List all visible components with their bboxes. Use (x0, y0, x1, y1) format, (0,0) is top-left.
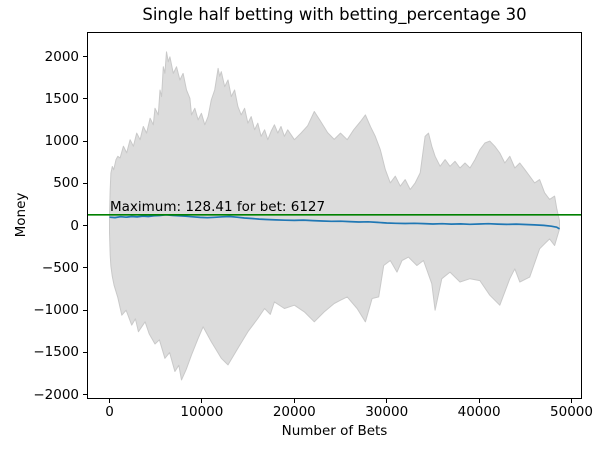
y-tick-label: −1000 (33, 302, 79, 319)
y-tick-label: 0 (70, 217, 79, 234)
x-tick-label: 40000 (457, 404, 501, 420)
y-tick-mark (83, 394, 87, 396)
x-tick-mark (109, 399, 110, 403)
y-tick-mark (83, 98, 87, 100)
y-tick-label: 2000 (44, 48, 79, 65)
y-tick-label: 1000 (44, 133, 79, 150)
y-tick-mark (83, 56, 87, 58)
x-tick-mark (571, 399, 572, 403)
y-tick-mark (83, 267, 87, 269)
x-tick-label: 50000 (550, 404, 593, 420)
plot-canvas (88, 51, 581, 381)
x-tick-mark (478, 399, 480, 403)
y-tick-mark (83, 309, 87, 311)
y-tick-label: 500 (53, 175, 79, 192)
y-tick-label: 1500 (44, 90, 79, 107)
x-tick-mark (201, 399, 203, 403)
y-tick-mark (83, 351, 87, 353)
maximum-annotation: Maximum: 128.41 for bet: 6127 (110, 199, 326, 215)
chart-title: Single half betting with betting_percent… (142, 5, 527, 24)
y-tick-label: −2000 (33, 386, 79, 403)
x-tick-mark (293, 399, 295, 403)
x-tick-mark (386, 399, 388, 403)
y-tick-mark (83, 182, 87, 184)
x-tick-label: 10000 (180, 404, 224, 420)
y-tick-label: −1500 (33, 344, 79, 361)
y-tick-label: −500 (41, 259, 79, 276)
plot-area: Maximum: 128.41 for bet: 6127 (87, 32, 582, 399)
y-tick-mark (83, 225, 87, 227)
x-tick-label: 20000 (272, 404, 316, 420)
x-tick-label: 0 (105, 404, 114, 420)
minmax-band (109, 51, 560, 381)
x-axis-label: Number of Bets (281, 423, 388, 439)
y-tick-mark (83, 140, 87, 142)
x-tick-label: 30000 (365, 404, 409, 420)
